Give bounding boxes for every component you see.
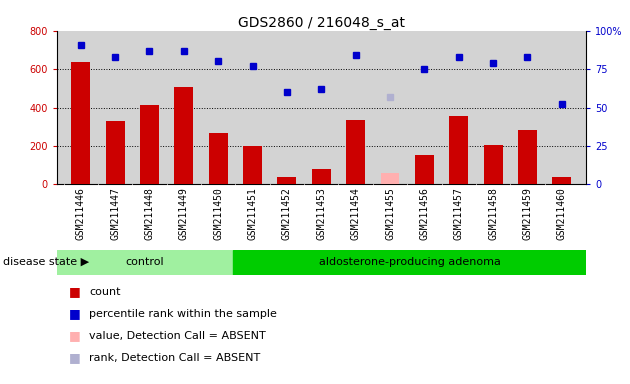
Text: GSM211446: GSM211446 <box>76 188 86 240</box>
Text: GSM211449: GSM211449 <box>179 188 189 240</box>
Bar <box>71 62 90 184</box>
Text: GSM211457: GSM211457 <box>454 188 464 240</box>
Text: GSM211459: GSM211459 <box>522 188 532 240</box>
Text: GSM211452: GSM211452 <box>282 188 292 240</box>
Bar <box>209 134 227 184</box>
Text: ■: ■ <box>69 351 81 364</box>
Text: rank, Detection Call = ABSENT: rank, Detection Call = ABSENT <box>89 353 261 362</box>
Text: GSM211454: GSM211454 <box>351 188 360 240</box>
Text: disease state ▶: disease state ▶ <box>3 257 89 267</box>
Text: GSM211458: GSM211458 <box>488 188 498 240</box>
Text: control: control <box>125 257 164 267</box>
Text: ■: ■ <box>69 285 81 298</box>
Text: GSM211447: GSM211447 <box>110 188 120 240</box>
Bar <box>312 169 331 184</box>
Bar <box>243 146 262 184</box>
Bar <box>277 177 296 184</box>
Text: percentile rank within the sample: percentile rank within the sample <box>89 309 277 319</box>
Bar <box>106 121 125 184</box>
Bar <box>449 116 468 184</box>
Text: count: count <box>89 287 121 297</box>
Text: GSM211451: GSM211451 <box>248 188 258 240</box>
Title: GDS2860 / 216048_s_at: GDS2860 / 216048_s_at <box>238 16 405 30</box>
Text: GSM211456: GSM211456 <box>420 188 430 240</box>
Text: aldosterone-producing adenoma: aldosterone-producing adenoma <box>319 257 500 267</box>
Text: GSM211450: GSM211450 <box>213 188 223 240</box>
Text: ■: ■ <box>69 329 81 342</box>
Text: GSM211448: GSM211448 <box>144 188 154 240</box>
Bar <box>415 155 434 184</box>
Text: GSM211453: GSM211453 <box>316 188 326 240</box>
Bar <box>346 120 365 184</box>
Text: value, Detection Call = ABSENT: value, Detection Call = ABSENT <box>89 331 266 341</box>
Text: GSM211455: GSM211455 <box>385 188 395 240</box>
Bar <box>140 104 159 184</box>
Text: GSM211460: GSM211460 <box>557 188 567 240</box>
Text: ■: ■ <box>69 307 81 320</box>
Bar <box>518 130 537 184</box>
Bar <box>57 250 233 275</box>
Bar <box>233 250 586 275</box>
Bar <box>484 145 503 184</box>
Bar <box>553 177 571 184</box>
Bar <box>381 173 399 184</box>
Bar <box>175 87 193 184</box>
